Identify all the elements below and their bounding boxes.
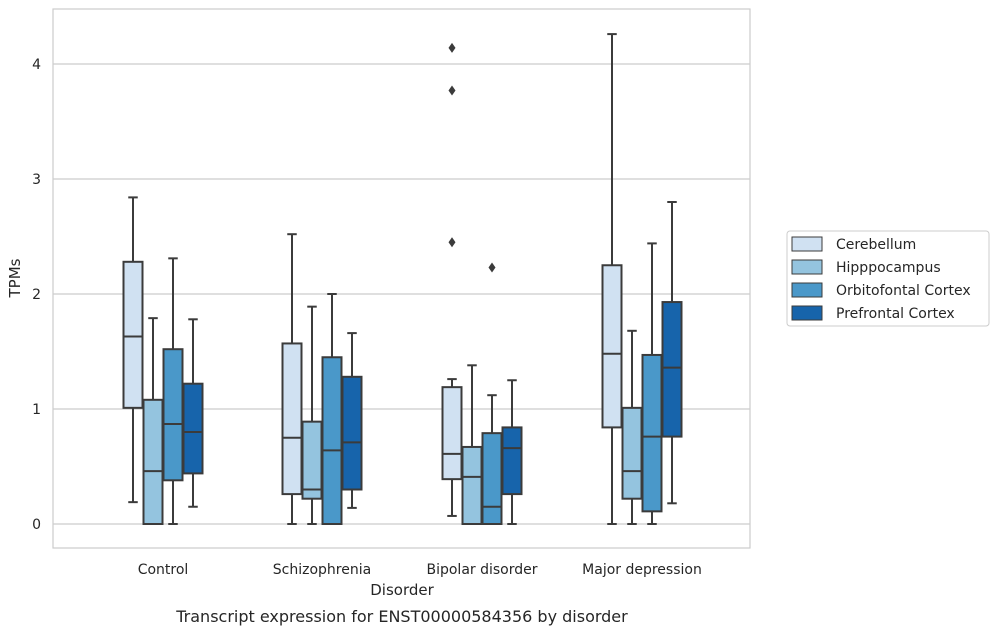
plot-area-frame bbox=[52, 8, 751, 549]
box-bipolar-disorder-prefrontal-cortex bbox=[501, 379, 523, 525]
y-tick-label: 2 bbox=[32, 287, 41, 303]
box-major-depression-orbitofontal-cortex bbox=[641, 242, 663, 525]
y-tick-label: 1 bbox=[32, 402, 41, 418]
y-tick-label: 4 bbox=[32, 57, 41, 73]
box-major-depression-cerebellum bbox=[601, 33, 623, 525]
box-bipolar-disorder-orbitofontal-cortex bbox=[481, 262, 503, 525]
iqr-box bbox=[321, 356, 343, 525]
iqr-box bbox=[461, 445, 483, 526]
y-tick-label: 0 bbox=[32, 517, 41, 533]
box-control-hipppocampus bbox=[142, 317, 164, 525]
box-schizophrenia-orbitofontal-cortex bbox=[321, 293, 343, 525]
iqr-box bbox=[122, 260, 144, 409]
iqr-box bbox=[301, 420, 323, 500]
box-control-cerebellum bbox=[122, 196, 144, 504]
box-major-depression-hipppocampus bbox=[621, 329, 643, 525]
iqr-box bbox=[621, 406, 643, 500]
outlier-point bbox=[448, 237, 456, 248]
iqr-box bbox=[601, 264, 623, 429]
box-schizophrenia-hipppocampus bbox=[301, 305, 323, 525]
outlier-point bbox=[448, 85, 456, 96]
iqr-box bbox=[481, 432, 503, 525]
y-axis-title: TPMs bbox=[6, 258, 24, 298]
iqr-box bbox=[281, 342, 303, 496]
legend-swatch bbox=[791, 305, 823, 321]
figure-caption: Transcript expression for ENST0000058435… bbox=[175, 607, 628, 626]
outlier-point bbox=[448, 42, 456, 53]
iqr-box bbox=[142, 398, 164, 525]
y-tick-label: 3 bbox=[32, 172, 41, 188]
x-axis-title: Disorder bbox=[370, 581, 434, 599]
iqr-box bbox=[341, 375, 363, 491]
box-control-orbitofontal-cortex bbox=[162, 257, 184, 525]
box-schizophrenia-cerebellum bbox=[281, 233, 303, 525]
x-tick-label: Control bbox=[138, 562, 189, 578]
iqr-box bbox=[162, 348, 184, 482]
iqr-box bbox=[501, 426, 523, 496]
box-schizophrenia-prefrontal-cortex bbox=[341, 332, 363, 509]
box-bipolar-disorder-hipppocampus bbox=[461, 364, 483, 526]
legend-label: Hipppocampus bbox=[836, 260, 941, 276]
outlier-point bbox=[488, 262, 496, 273]
box-bipolar-disorder-cerebellum bbox=[441, 42, 463, 517]
box-major-depression-prefrontal-cortex bbox=[661, 201, 683, 505]
box-control-prefrontal-cortex bbox=[182, 318, 204, 508]
legend-frame bbox=[786, 230, 990, 327]
x-tick-label: Schizophrenia bbox=[273, 562, 371, 578]
legend-label: Prefrontal Cortex bbox=[836, 306, 955, 322]
legend-swatch bbox=[791, 282, 823, 298]
legend-label: Orbitofontal Cortex bbox=[836, 283, 971, 299]
legend-swatch bbox=[791, 236, 823, 252]
legend-swatch bbox=[791, 259, 823, 275]
iqr-box bbox=[641, 353, 663, 513]
legend: Cerebellum Hipppocampus Orbitofontal Corte… bbox=[786, 230, 990, 327]
box-groups bbox=[122, 33, 683, 526]
iqr-box bbox=[441, 386, 463, 481]
iqr-box bbox=[182, 382, 204, 475]
legend-label: Cerebellum bbox=[836, 237, 916, 253]
tick-labels: 0 1 2 3 4 Control Schizophrenia Bipolar disorde… bbox=[32, 57, 702, 578]
x-tick-label: Bipolar disorder bbox=[426, 562, 537, 578]
iqr-box bbox=[661, 301, 683, 438]
x-tick-label: Major depression bbox=[582, 562, 702, 578]
